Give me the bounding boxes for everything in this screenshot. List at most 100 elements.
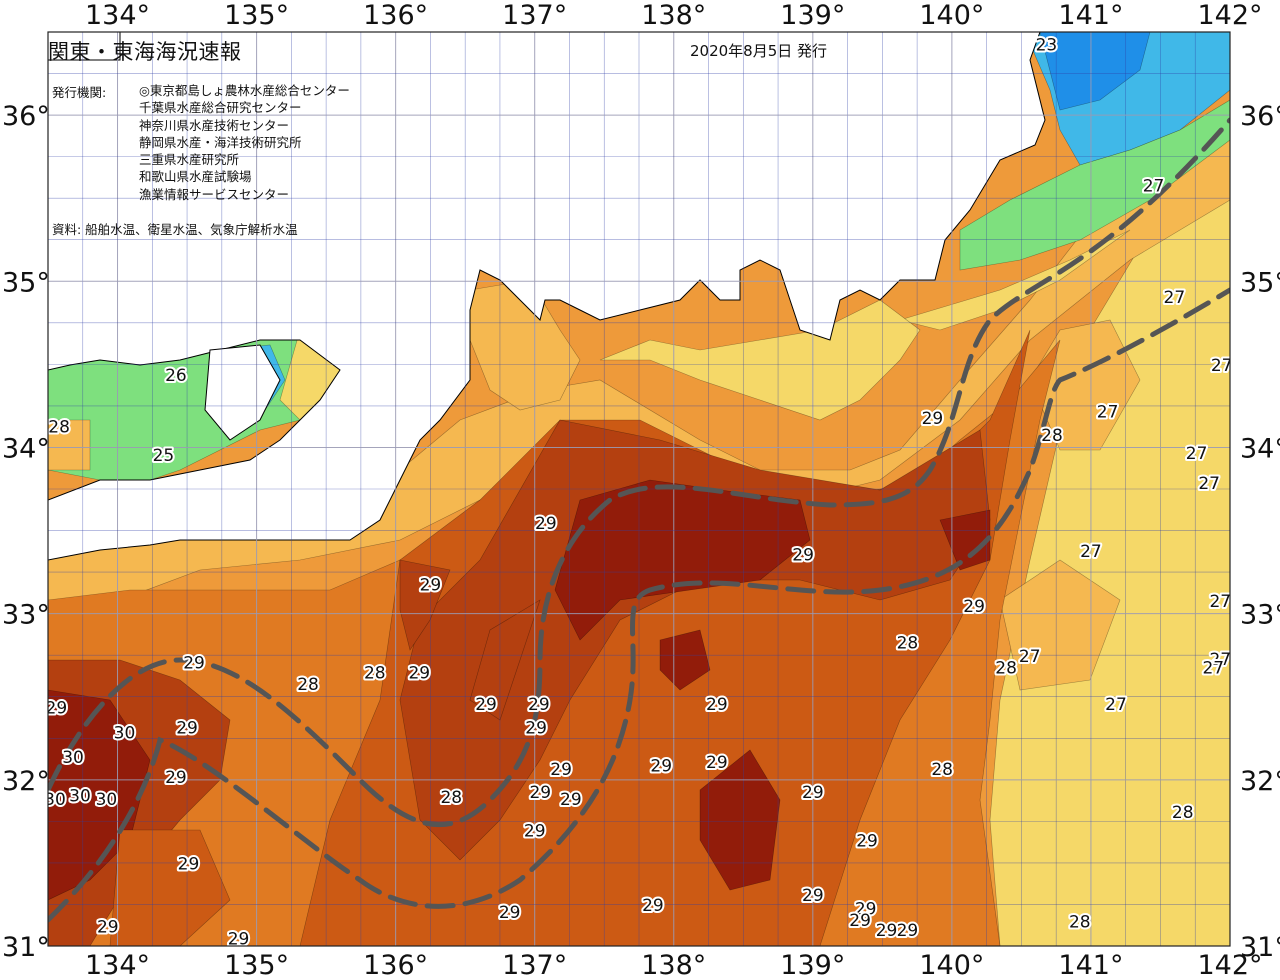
latitude-label-left: 33° (2, 600, 50, 631)
longitude-label-top: 142° (1197, 0, 1262, 31)
temperature-zone (599, 299, 921, 421)
latitude-label-left: 32° (2, 766, 50, 797)
longitude-label-top: 137° (502, 0, 567, 31)
isotherm-label: 29 (897, 921, 919, 941)
longitude-label-bottom: 142° (1197, 950, 1262, 980)
isotherm-label: 29 (922, 409, 944, 429)
latitude-label-right: 35° (1240, 267, 1280, 298)
latitude-label-right: 36° (1240, 101, 1280, 132)
isotherm-label: 29 (228, 929, 250, 949)
isotherm-label: 29 (642, 896, 664, 916)
longitude-label-bottom: 138° (641, 950, 706, 980)
isotherm-label: 27 (1211, 356, 1233, 376)
issuer-item: 三重県水産研究所 (139, 152, 240, 168)
isotherm-label: 28 (995, 658, 1017, 678)
isotherm-label: 28 (1041, 426, 1063, 446)
longitude-label-bottom: 139° (780, 950, 845, 980)
temperature-zone (1029, 319, 1141, 451)
issuer-item: 神奈川県水産技術センター (139, 117, 290, 133)
isotherm-label: 23 (1036, 35, 1058, 55)
isotherm-label: 28 (1172, 803, 1194, 823)
isotherm-label: 29 (499, 903, 521, 923)
longitude-label-bottom: 134° (85, 950, 150, 980)
isotherm-label: 27 (1080, 542, 1102, 562)
isotherm-label: 29 (550, 760, 572, 780)
issuer-item: 静岡県水産・海洋技術研究所 (139, 134, 302, 150)
isotherm-label: 29 (650, 757, 672, 777)
kuroshio-axis-lines (48, 117, 1230, 923)
longitude-label-bottom: 137° (502, 950, 567, 980)
isotherm-label: 29 (525, 718, 547, 738)
longitude-label-top: 140° (919, 0, 984, 31)
isotherm-label: 29 (176, 718, 198, 738)
isotherm-label: 29 (178, 855, 200, 875)
isotherm-label: 27 (1209, 650, 1231, 670)
isotherm-label: 29 (528, 695, 550, 715)
isotherm-label: 30 (69, 786, 91, 806)
isotherm-label: 27 (1105, 695, 1127, 715)
temperature-zone (1039, 32, 1151, 111)
isotherm-label: 27 (1097, 403, 1119, 423)
temperature-zone (399, 559, 451, 651)
issuer-item: ◎東京都島しょ農林水産総合センター (139, 83, 350, 98)
issuer-list: ◎東京都島しょ農林水産総合センター 千葉県水産総合研究センター 神奈川県水産技術… (139, 82, 350, 203)
isotherm-label: 27 (1209, 592, 1231, 612)
temperature-zone (48, 419, 91, 471)
isotherm-label: 29 (529, 783, 551, 803)
latitude-label-right: 34° (1240, 433, 1280, 464)
isotherm-label: 30 (62, 748, 84, 768)
isotherm-label: 30 (96, 790, 118, 810)
temperature-zone (999, 559, 1121, 691)
isotherm-label: 30 (44, 790, 66, 810)
longitude-label-bottom: 136° (363, 950, 428, 980)
latitude-label-right: 33° (1240, 600, 1280, 631)
issuer-item: 千葉県水産総合研究センター (139, 100, 302, 116)
temperature-zone (939, 509, 991, 571)
land-corner (48, 32, 121, 61)
map-title: 関東・東海海況速報 (48, 40, 242, 64)
temperature-zone (898, 229, 1131, 331)
isotherm-label: 29 (963, 597, 985, 617)
land-masses (48, 32, 1046, 561)
isotherm-label: 28 (364, 663, 386, 683)
longitude-label-top: 139° (780, 0, 845, 31)
land-honshu (48, 32, 1046, 561)
latitude-label-left: 34° (2, 433, 50, 464)
isotherm-label: 29 (802, 886, 824, 906)
isotherm-label: 28 (931, 760, 953, 780)
issuer-label: 発行機関: (52, 85, 107, 100)
isotherm-label: 27 (1143, 177, 1165, 197)
isotherm-label: 27 (1019, 647, 1041, 667)
isotherm-label: 29 (408, 663, 430, 683)
longitude-label-bottom: 135° (224, 950, 289, 980)
latitude-label-right: 31° (1240, 932, 1280, 963)
isotherm-label: 27 (1198, 474, 1220, 494)
isotherm-label: 28 (897, 634, 919, 654)
isotherm-label: 29 (183, 653, 205, 673)
isotherm-label: 29 (97, 918, 119, 938)
isotherm-label: 27 (1186, 444, 1208, 464)
isotherm-label: 25 (153, 446, 175, 466)
data-sources: 資料: 船舶水温、衛星水温、気象庁解析水温 (52, 222, 298, 237)
map-frame (47, 31, 1231, 947)
latitude-label-left: 36° (2, 101, 50, 132)
land-awaji-island (204, 344, 281, 441)
isotherm-label: 27 (1202, 658, 1224, 678)
isotherm-label: 28 (440, 788, 462, 808)
issuer-item: 和歌山県水産試験場 (139, 169, 252, 185)
isotherm-label: 29 (792, 545, 814, 565)
isotherm-label: 29 (165, 768, 187, 788)
isotherm-label: 27 (1164, 288, 1186, 308)
temperature-zone (109, 829, 231, 946)
longitude-label-bottom: 140° (919, 950, 984, 980)
isotherm-label: 29 (802, 783, 824, 803)
isotherm-label: 29 (706, 695, 728, 715)
issue-date: 2020年8月5日 発行 (690, 42, 828, 60)
temperature-zone (399, 419, 991, 861)
isotherm-label: 30 (114, 723, 136, 743)
isotherm-label: 29 (46, 698, 68, 718)
isotherm-label: 26 (165, 366, 187, 386)
